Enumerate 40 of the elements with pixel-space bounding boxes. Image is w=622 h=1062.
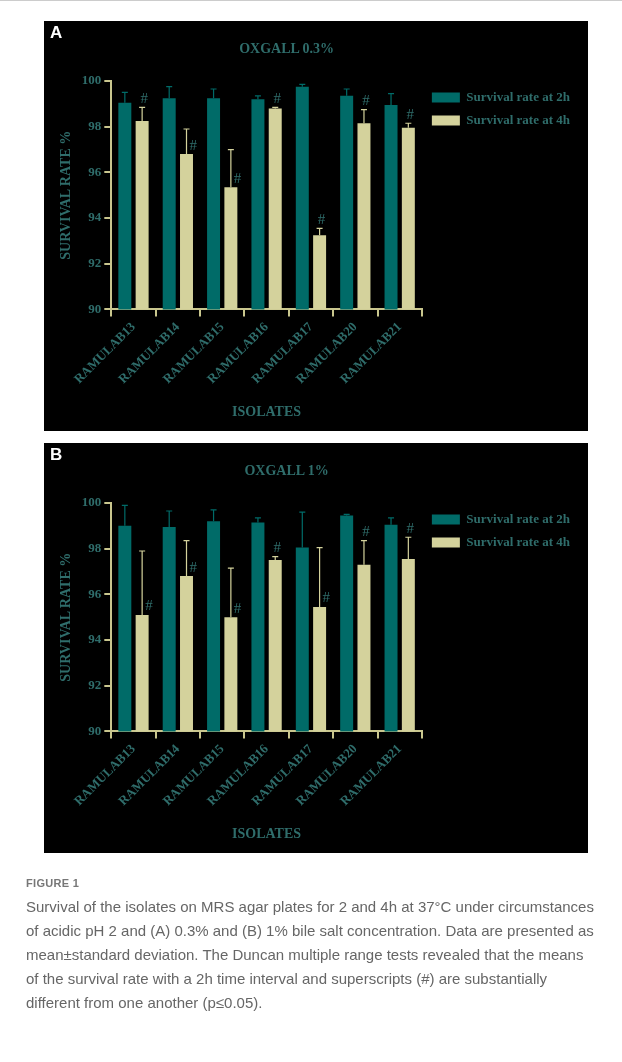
y-tick-label: 94 [88, 209, 102, 225]
legend-label: Survival rate at 2h [466, 88, 571, 104]
data-label: # [273, 89, 282, 106]
data-label: # [322, 589, 331, 606]
chart-title: OXGALL 1% [244, 462, 329, 478]
y-axis-title: SURVIVAL RATE % [58, 130, 74, 260]
data-label: # [406, 105, 415, 122]
y-tick-label: 94 [88, 631, 102, 647]
y-tick-label: 90 [88, 722, 102, 738]
y-axis-title: SURVIVAL RATE % [58, 552, 74, 682]
data-label: # [233, 599, 242, 616]
data-label: # [189, 558, 198, 575]
data-label: # [189, 136, 198, 153]
text: Survival of the isolates on MRS agar plates for 2 and 4h at 37°C under circumstances of acidic pH 2 and (A) 0.3% and (B) 1% bile salt concentration. Data are presented as mean±standard deviation. The Duncan multiple range tests revealed that the means of the survival rate with a 2h time interval and superscripts (#) are substantially different from one another (p≤0.05). [26, 897, 594, 1013]
legend-label: Survival rate at 2h [466, 510, 571, 526]
y-tick-label: 100 [81, 494, 102, 510]
data-label: # [145, 597, 154, 614]
data-label: # [273, 539, 282, 556]
y-tick-label: 98 [88, 118, 102, 134]
x-axis-title: ISOLATES [232, 404, 302, 420]
x-axis-title: ISOLATES [232, 826, 302, 842]
y-tick-label: 92 [88, 255, 102, 271]
text: A [50, 23, 63, 43]
y-tick-label: 100 [81, 72, 102, 88]
y-tick-label: 96 [88, 163, 102, 179]
chart-title: OXGALL 0.3% [239, 40, 335, 56]
caption: FIGURE 1 [26, 876, 81, 891]
data-label: # [362, 92, 371, 108]
data-label: # [362, 523, 371, 540]
data-label: # [233, 169, 242, 186]
data-label: # [406, 519, 415, 536]
y-tick-label: 90 [88, 300, 102, 316]
text: B [50, 445, 63, 465]
legend-label: Survival rate at 4h [466, 111, 571, 127]
y-tick-label: 96 [88, 585, 102, 601]
legend-label: Survival rate at 4h [466, 533, 571, 549]
data-label: # [140, 89, 149, 106]
data-label: # [317, 210, 326, 227]
y-tick-label: 98 [88, 540, 102, 556]
y-tick-label: 92 [88, 677, 102, 693]
